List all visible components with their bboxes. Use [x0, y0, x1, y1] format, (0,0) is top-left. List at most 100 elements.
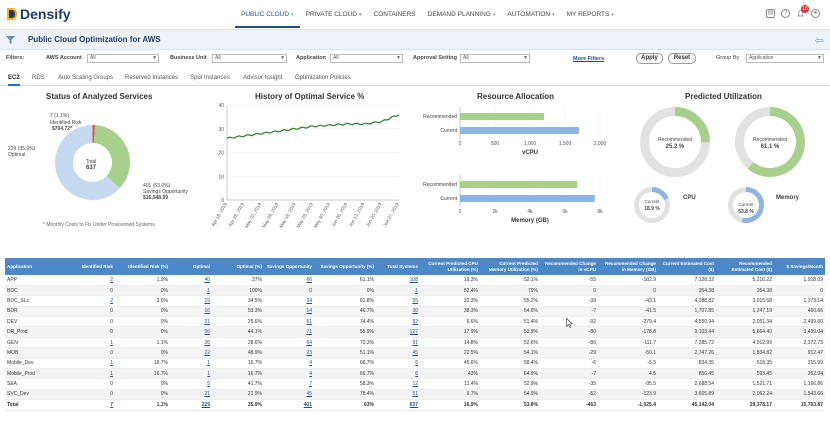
- x-tick-label: May 23, 2019: [296, 202, 314, 229]
- table-cell[interactable]: 7: [65, 399, 115, 411]
- table-cell[interactable]: 229: [170, 399, 212, 411]
- table-cell[interactable]: 12: [376, 378, 420, 390]
- vcpu-bar-chart[interactable]: 0 500 1,000 1,500 2,000 Recommended Current vCP…: [418, 104, 613, 162]
- table-cell[interactable]: 56: [170, 326, 212, 338]
- column-header-current-predicted-cpu-utilization[interactable]: Current Predicted CPU Utilization (%): [420, 258, 480, 275]
- table-cell[interactable]: 14: [264, 306, 314, 318]
- densify-logo[interactable]: Densify: [6, 6, 71, 22]
- apply-button[interactable]: Apply: [636, 53, 663, 64]
- nav-item-demand-planning[interactable]: DEMAND PLANNING ▾: [422, 11, 502, 28]
- reset-button[interactable]: Reset: [668, 53, 696, 64]
- column-header-recommended-change-in-memory-gb[interactable]: Recommended Change in Memory (GB): [598, 258, 658, 275]
- column-header-savings-opportunity[interactable]: Savings Opportunity: [264, 258, 314, 275]
- column-header-savings-opportunity[interactable]: Savings Opportunity (%): [314, 258, 376, 275]
- table-cell[interactable]: 6: [376, 358, 420, 370]
- table-cell[interactable]: 55: [376, 295, 420, 307]
- group-by-select[interactable]: Application ▼: [746, 54, 824, 63]
- table-cell: 15,763.87: [774, 399, 825, 411]
- table-cell[interactable]: 4: [264, 358, 314, 370]
- column-header-total-systems[interactable]: Total Systems: [376, 258, 420, 275]
- table-cell[interactable]: 1: [65, 368, 115, 380]
- tab-reserved-instances[interactable]: Reserved Instances: [125, 75, 179, 81]
- table-cell[interactable]: 1: [376, 285, 420, 297]
- cpu-current-donut[interactable]: [634, 187, 670, 223]
- table-cell[interactable]: 66: [264, 275, 314, 286]
- more-filters-link[interactable]: More Filters: [573, 56, 605, 62]
- help-icon[interactable]: ?: [781, 9, 790, 18]
- memory-current-donut[interactable]: [728, 187, 764, 223]
- column-header-identified-risk[interactable]: Identified Risk: [65, 258, 115, 275]
- nav-item-private-cloud[interactable]: PRIVATE CLOUD ▾: [300, 11, 368, 28]
- table-cell[interactable]: 1: [170, 285, 212, 297]
- table-cell[interactable]: 61: [264, 316, 314, 328]
- table-cell[interactable]: 2: [65, 295, 115, 307]
- table-cell[interactable]: 1: [65, 337, 115, 349]
- table-cell[interactable]: 34: [264, 295, 314, 307]
- table-cell[interactable]: 21: [170, 316, 212, 328]
- table-cell[interactable]: 91: [376, 337, 420, 349]
- table-cell[interactable]: 21: [170, 389, 212, 401]
- tab-optimization-policies[interactable]: Optimization Policies: [295, 75, 351, 81]
- table-cell[interactable]: 6: [376, 368, 420, 380]
- table-cell[interactable]: 23: [264, 347, 314, 359]
- table-cell[interactable]: 45: [376, 347, 420, 359]
- table-cell[interactable]: 40: [170, 275, 212, 286]
- column-header-current-estimated-cost[interactable]: Current Estimated Cost ($): [658, 258, 716, 275]
- column-header-optimal[interactable]: Optimal (%): [212, 258, 264, 275]
- table-cell[interactable]: 22: [170, 347, 212, 359]
- column-header-recommended-change-in-vcpu[interactable]: Recommended Change in vCPU: [540, 258, 598, 275]
- table-cell[interactable]: 108: [376, 275, 420, 286]
- table-cell[interactable]: 82: [376, 316, 420, 328]
- table-cell[interactable]: 19: [170, 295, 212, 307]
- tab-ec2[interactable]: EC2: [8, 75, 20, 86]
- table-cell[interactable]: 30: [376, 306, 420, 318]
- table-cell[interactable]: 2: [65, 275, 115, 286]
- table-cell[interactable]: 26: [170, 337, 212, 349]
- user-icon[interactable]: ●: [811, 9, 820, 18]
- filter-icon[interactable]: [6, 36, 15, 44]
- status-donut-chart[interactable]: [55, 125, 130, 200]
- column-header-savings-month[interactable]: $ Savings/Month: [774, 258, 825, 275]
- application-select[interactable]: All ▼: [330, 54, 403, 63]
- table-cell[interactable]: 1: [170, 358, 212, 370]
- memory-bar-chart[interactable]: 0 2k 4k 6k 8k Recommended Current Memory (GB): [418, 172, 613, 224]
- column-header-current-predicted-memory-utilization[interactable]: Current Predicted Memory Utilization (%): [480, 258, 540, 275]
- document-icon[interactable]: ▤: [766, 9, 775, 18]
- column-header-application[interactable]: Application: [5, 258, 65, 275]
- nav-item-public-cloud[interactable]: PUBLIC CLOUD ▾: [235, 11, 300, 28]
- column-header-identified-risk[interactable]: Identified Risk (%): [115, 258, 170, 275]
- table-cell[interactable]: 1: [170, 368, 212, 380]
- business-unit-select[interactable]: All ▼: [212, 54, 287, 63]
- memory-recommended-donut[interactable]: [735, 107, 805, 177]
- table-cell[interactable]: 7: [264, 378, 314, 390]
- tab-auto-scaling-groups[interactable]: Auto Scaling Groups: [58, 75, 114, 81]
- table-cell[interactable]: 401: [264, 399, 314, 411]
- table-cell: 53.9%: [480, 326, 540, 338]
- back-arrow-icon[interactable]: ⇦: [814, 35, 824, 47]
- table-cell[interactable]: 45: [264, 389, 314, 401]
- tab-spot-instances[interactable]: Spot Instances: [190, 75, 230, 81]
- column-header-optimal[interactable]: Optimal: [170, 258, 212, 275]
- table-cell[interactable]: 16: [170, 306, 212, 318]
- tab-rds[interactable]: RDS: [32, 75, 45, 81]
- nav-item-my-reports[interactable]: MY REPORTS ▾: [561, 11, 620, 28]
- tab-advisor-insight[interactable]: Advisor Insight: [243, 75, 283, 81]
- table-cell: 0: [774, 285, 825, 297]
- cpu-recommended-donut[interactable]: [640, 107, 710, 177]
- table-cell[interactable]: 5: [170, 378, 212, 390]
- aws-account-select[interactable]: All ▼: [87, 54, 159, 63]
- table-cell[interactable]: 71: [264, 326, 314, 338]
- table-row: DEV 0 0% 21 25.6% 61 74.4% 82 6.6% 51.4% -92 -279.4…: [5, 316, 825, 328]
- nav-item-automation[interactable]: AUTOMATION ▾: [501, 11, 560, 28]
- table-cell[interactable]: 637: [376, 399, 420, 411]
- table-cell[interactable]: 64: [264, 337, 314, 349]
- table-cell[interactable]: 51: [376, 389, 420, 401]
- nav-item-containers[interactable]: CONTAINERS: [368, 11, 422, 28]
- approval-select[interactable]: All ▼: [460, 54, 530, 63]
- table-cell[interactable]: 4: [264, 368, 314, 380]
- notifications-button[interactable]: 18: [796, 5, 809, 18]
- table-cell[interactable]: 1: [65, 358, 115, 370]
- table-cell[interactable]: 127: [376, 326, 420, 338]
- column-header-recommended-estimated-cost[interactable]: Recommended Estimated Cost ($): [716, 258, 774, 275]
